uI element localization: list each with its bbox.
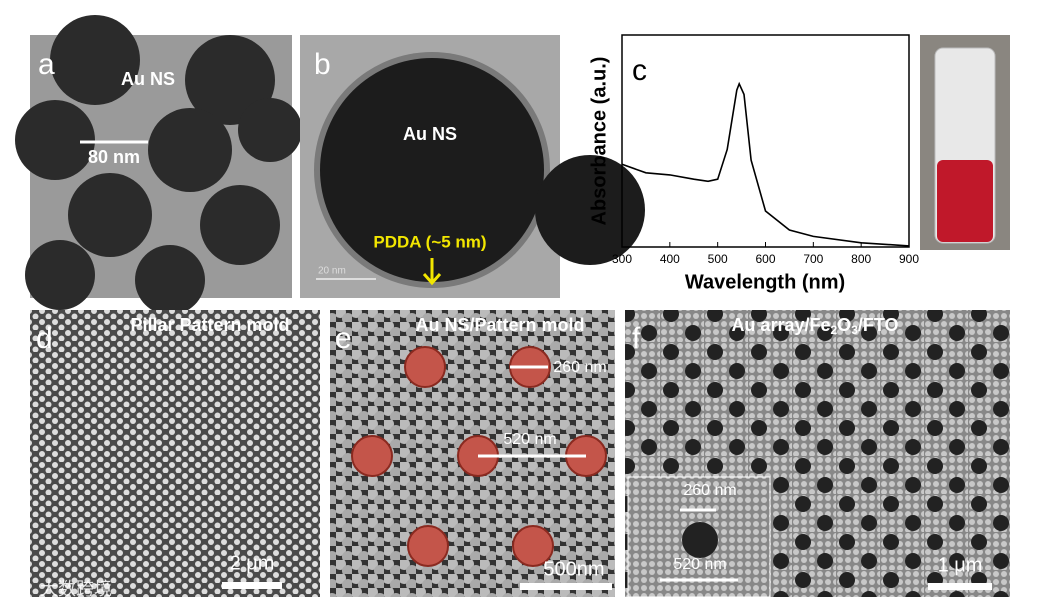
particle-label: Au NS bbox=[121, 69, 175, 89]
panel-c: c Wavelength (nm) Absorbance (a.u.) 300 4… bbox=[588, 34, 919, 293]
x-tick-label: 500 bbox=[708, 252, 728, 266]
panel-label: e bbox=[335, 322, 352, 355]
panel-b: b Au NS PDDA (~5 nm) 20 nm bbox=[300, 35, 645, 298]
measure-label: 520 nm bbox=[503, 431, 556, 448]
panel-label: b bbox=[314, 48, 331, 81]
measure-label: 260 nm bbox=[553, 359, 606, 376]
panel-label: c bbox=[632, 54, 647, 87]
shell-label: PDDA (~5 nm) bbox=[373, 232, 486, 251]
spectrum-line bbox=[621, 81, 910, 247]
panel-label: a bbox=[38, 48, 55, 81]
x-tick-label: 300 bbox=[612, 252, 632, 266]
title-subscript: 2 bbox=[830, 323, 837, 337]
scale-label: 20 nm bbox=[318, 266, 346, 277]
scale-bar bbox=[520, 583, 612, 590]
scale-label: 500nm bbox=[543, 558, 604, 580]
shell-arrow bbox=[422, 258, 442, 286]
scale-label: 2 μm bbox=[230, 552, 275, 574]
x-tick-label: 700 bbox=[803, 252, 823, 266]
plot-frame bbox=[621, 34, 910, 248]
title-part: /FTO bbox=[858, 315, 899, 335]
y-axis-label: Absorbance (a.u.) bbox=[588, 57, 610, 226]
panel-title: Au array/Fe2O3/FTO bbox=[731, 315, 898, 337]
panel-title: Pillar Pattern mold bbox=[130, 315, 289, 335]
vial-photo bbox=[920, 35, 1010, 250]
x-tick-label: 600 bbox=[755, 252, 775, 266]
title-subscript: 3 bbox=[851, 323, 858, 337]
x-tick-label: 800 bbox=[851, 252, 871, 266]
particle-label: Au NS bbox=[403, 124, 457, 144]
panel-title: Au NS/Pattern mold bbox=[415, 315, 584, 335]
x-axis-label: Wavelength (nm) bbox=[685, 271, 845, 293]
scale-bar bbox=[928, 583, 992, 590]
panel-a: a Au NS 80 nm bbox=[15, 15, 302, 315]
title-part: O bbox=[837, 315, 851, 335]
panel-label: d bbox=[36, 322, 53, 355]
scale-bar bbox=[222, 582, 282, 589]
x-tick-label: 900 bbox=[899, 252, 919, 266]
panel-f: f Au array/Fe2O3/FTO 260 nm 520 nm 1 μm bbox=[625, 310, 1010, 598]
panel-d: d Pillar Pattern mold 2 μm bbox=[30, 310, 320, 597]
measure-label: 260 nm bbox=[683, 482, 736, 499]
scale-label: 1 μm bbox=[938, 554, 983, 576]
x-tick-label: 400 bbox=[660, 252, 680, 266]
panel-e: e Au NS/Pattern mold 260 nm 520 nm 500nm bbox=[330, 310, 615, 597]
measure-label: 520 nm bbox=[673, 556, 726, 573]
measure-label: 80 nm bbox=[88, 147, 140, 167]
title-part: Au array/Fe bbox=[731, 315, 830, 335]
watermark: 大数跨境 bbox=[40, 579, 112, 599]
panel-label: f bbox=[632, 322, 641, 355]
